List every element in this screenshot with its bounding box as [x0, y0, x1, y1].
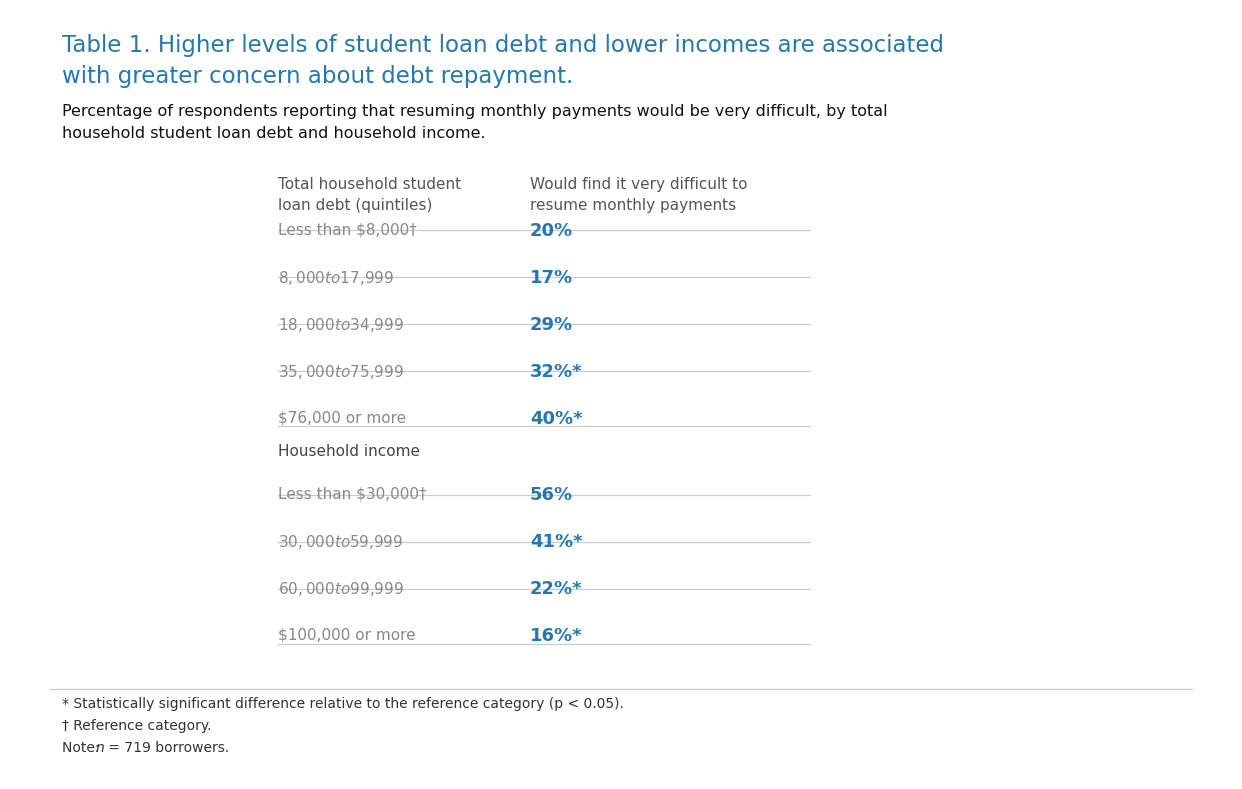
- Text: $18,000 to $34,999: $18,000 to $34,999: [278, 316, 404, 334]
- Text: 16%*: 16%*: [530, 627, 582, 645]
- Text: $76,000 or more: $76,000 or more: [278, 410, 406, 425]
- Text: † Reference category.: † Reference category.: [62, 719, 211, 733]
- Text: Total household student
loan debt (quintiles): Total household student loan debt (quint…: [278, 177, 461, 213]
- Text: Would find it very difficult to
resume monthly payments: Would find it very difficult to resume m…: [530, 177, 748, 213]
- Text: 56%: 56%: [530, 487, 573, 504]
- Text: 41%*: 41%*: [530, 533, 582, 552]
- Text: $8,000 to $17,999: $8,000 to $17,999: [278, 269, 394, 287]
- Text: 29%: 29%: [530, 316, 573, 334]
- Text: Less than $30,000†: Less than $30,000†: [278, 487, 426, 502]
- Text: Table 1. Higher levels of student loan debt and lower incomes are associated: Table 1. Higher levels of student loan d…: [62, 34, 944, 57]
- Text: $35,000 to $75,999: $35,000 to $75,999: [278, 363, 404, 381]
- Text: * Statistically significant difference relative to the reference category (p < 0: * Statistically significant difference r…: [62, 697, 623, 711]
- Text: Percentage of respondents reporting that resuming monthly payments would be very: Percentage of respondents reporting that…: [62, 104, 888, 119]
- Text: $100,000 or more: $100,000 or more: [278, 627, 416, 642]
- Text: $60,000 to $99,999: $60,000 to $99,999: [278, 581, 404, 598]
- Text: 22%*: 22%*: [530, 581, 582, 598]
- Text: 32%*: 32%*: [530, 363, 582, 381]
- Text: household student loan debt and household income.: household student loan debt and househol…: [62, 126, 486, 141]
- Text: 17%: 17%: [530, 269, 573, 287]
- Text: Household income: Household income: [278, 444, 420, 459]
- Text: $30,000 to $59,999: $30,000 to $59,999: [278, 533, 404, 552]
- Text: n: n: [96, 741, 104, 755]
- Text: 20%: 20%: [530, 222, 573, 240]
- Text: with greater concern about debt repayment.: with greater concern about debt repaymen…: [62, 65, 574, 88]
- Text: Note:: Note:: [62, 741, 104, 755]
- Text: 40%*: 40%*: [530, 410, 582, 428]
- Text: = 719 borrowers.: = 719 borrowers.: [104, 741, 230, 755]
- Text: Less than $8,000†: Less than $8,000†: [278, 222, 417, 237]
